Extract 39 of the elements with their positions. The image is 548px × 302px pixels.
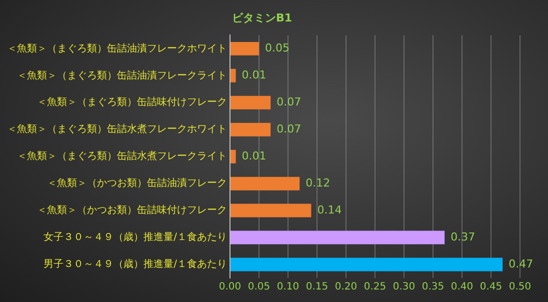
bar: [230, 150, 236, 164]
data-label: 0.01: [242, 149, 266, 162]
bar: [230, 204, 312, 218]
bar: [230, 68, 236, 82]
bar: [230, 96, 271, 110]
x-tick-label: 0.30: [392, 282, 416, 293]
bar: [230, 122, 271, 136]
data-label: 0.14: [317, 203, 342, 216]
y-tick-label: ＜魚類＞（まぐろ類）缶詰油漬フレークホワイト: [7, 42, 227, 54]
x-tick-label: 0.40: [450, 282, 474, 293]
x-tick-label: 0.05: [248, 282, 270, 293]
y-tick-label: ＜魚類＞（まぐろ類）缶詰油漬フレークライト: [17, 69, 227, 82]
y-tick-label: ＜魚類＞（まぐろ類）缶詰水煮フレークホワイト: [7, 123, 227, 136]
y-tick-label: ＜魚類＞（まぐろ類）缶詰水煮フレークライト: [17, 150, 227, 162]
x-tick-label: 0.45: [480, 282, 502, 293]
x-tick-label: 0.35: [422, 282, 444, 293]
data-label: 0.01: [242, 68, 266, 82]
y-tick-label: 女子３０～４９（歳）推進量/１食あたり: [44, 231, 227, 244]
chart-title: ビタミンB1: [232, 11, 292, 24]
x-tick-label: 0.20: [334, 282, 358, 293]
data-label: 0.47: [508, 257, 534, 270]
x-tick-label: 0.50: [508, 282, 532, 293]
y-tick-label: ＜魚類＞（かつお類）缶詰味付けフレーク: [37, 204, 227, 216]
y-tick-label: ＜魚類＞（まぐろ類）缶詰味付けフレーク: [37, 96, 227, 108]
bar: [230, 258, 503, 272]
x-tick-label: 0.25: [364, 282, 386, 293]
data-label: 0.12: [306, 176, 330, 190]
x-tick-label: 0.00: [218, 282, 242, 293]
data-label: 0.37: [450, 230, 476, 244]
y-tick-label: ＜魚類＞（かつお類）缶詰油漬フレーク: [47, 177, 227, 190]
data-label: 0.07: [276, 122, 302, 136]
data-label: 0.05: [265, 42, 290, 55]
bar: [230, 230, 445, 244]
bar: [230, 42, 259, 56]
x-tick-label: 0.15: [306, 282, 328, 293]
x-tick-label: 0.10: [276, 282, 300, 293]
bar: [230, 176, 300, 190]
data-label: 0.07: [276, 96, 302, 109]
y-tick-label: 男子３０～４９（歳）推進量/１食あたり: [44, 258, 227, 270]
